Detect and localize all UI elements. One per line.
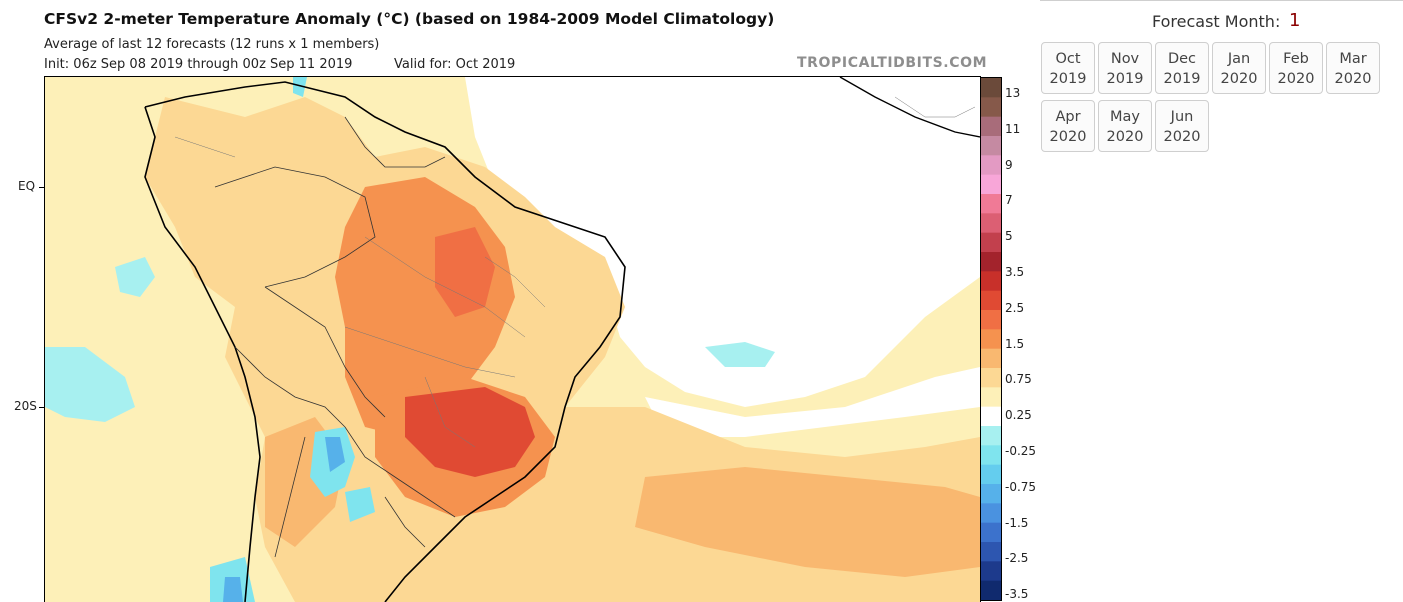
month-name: Jan xyxy=(1227,51,1251,67)
lat-label: EQ xyxy=(18,179,36,193)
colorbar-segment xyxy=(981,522,1001,543)
colorbar-segment xyxy=(981,116,1001,137)
month-year: 2020 xyxy=(1334,71,1372,87)
colorbar-label: 0.75 xyxy=(1005,372,1032,387)
colorbar-segment xyxy=(981,484,1001,504)
month-button-jan-2020[interactable]: Jan 2020 xyxy=(1212,42,1266,94)
month-name: Nov xyxy=(1110,51,1140,67)
month-button-dec-2019[interactable]: Dec 2019 xyxy=(1155,42,1209,94)
colorbar-label: 1.5 xyxy=(1005,336,1025,351)
colorbar-segment xyxy=(981,329,1001,350)
month-name: Apr xyxy=(1055,109,1081,125)
colorbar-segment xyxy=(981,387,1001,408)
colorbar-segment xyxy=(981,445,1001,466)
colorbar-label: 0.25 xyxy=(1005,408,1032,423)
colorbar-label: 5 xyxy=(1005,229,1013,244)
month-button-may-2020[interactable]: May 2020 xyxy=(1098,100,1152,152)
colorbar-label: -3.5 xyxy=(1005,587,1029,602)
colorbar-segment xyxy=(981,580,1001,600)
chart-title: CFSv2 2-meter Temperature Anomaly (°C) (… xyxy=(44,10,775,28)
colorbar-segment xyxy=(981,426,1001,446)
colorbar-segment xyxy=(981,78,1001,98)
lat-tick xyxy=(39,407,44,408)
month-button-nov-2019[interactable]: Nov 2019 xyxy=(1098,42,1152,94)
colorbar-segment xyxy=(981,252,1001,272)
lat-label: 20S xyxy=(14,399,37,413)
colorbar-label: -2.5 xyxy=(1005,551,1029,566)
month-year: 2020 xyxy=(1049,129,1087,145)
colorbar-segment xyxy=(981,213,1001,234)
month-year: 2020 xyxy=(1163,129,1201,145)
colorbar-segment xyxy=(981,290,1001,311)
month-button-apr-2020[interactable]: Apr 2020 xyxy=(1041,100,1095,152)
colorbar-segment xyxy=(981,232,1001,253)
colorbar xyxy=(980,77,1002,601)
colorbar-segment xyxy=(981,97,1001,118)
forecast-month-label: Forecast Month: xyxy=(1152,12,1281,31)
colorbar-segment xyxy=(981,310,1001,330)
colorbar-segment xyxy=(981,174,1001,195)
month-name: Oct xyxy=(1055,51,1081,67)
month-year: 2019 xyxy=(1106,71,1144,87)
colorbar-label: -1.5 xyxy=(1005,515,1029,530)
brand-watermark: TROPICALTIDBITS.COM xyxy=(797,55,988,71)
colorbar-segment xyxy=(981,348,1001,369)
colorbar-label: -0.25 xyxy=(1005,444,1037,458)
month-year: 2020 xyxy=(1277,71,1315,87)
anomaly-map xyxy=(44,76,981,602)
colorbar-segment xyxy=(981,155,1001,176)
month-year: 2020 xyxy=(1220,71,1258,87)
lat-tick xyxy=(39,187,44,188)
month-year: 2020 xyxy=(1106,129,1144,145)
colorbar-label: 9 xyxy=(1005,157,1013,172)
panel-divider xyxy=(1040,0,1403,3)
month-year: 2019 xyxy=(1163,71,1201,87)
month-button-oct-2019[interactable]: Oct 2019 xyxy=(1041,42,1095,94)
colorbar-segment xyxy=(981,136,1001,156)
month-name: Jun xyxy=(1170,109,1194,125)
month-year: 2019 xyxy=(1049,71,1087,87)
colorbar-segment xyxy=(981,542,1001,562)
colorbar-segment xyxy=(981,464,1001,485)
month-name: May xyxy=(1110,109,1140,125)
colorbar-segment xyxy=(981,561,1001,582)
month-name: Dec xyxy=(1167,51,1197,67)
colorbar-label: 7 xyxy=(1005,193,1013,208)
init-text: Init: 06z Sep 08 2019 through 00z Sep 11… xyxy=(44,57,353,72)
valid-text: Valid for: Oct 2019 xyxy=(394,57,516,72)
chart-subtitle: Average of last 12 forecasts (12 runs x … xyxy=(44,37,380,52)
colorbar-label: 13 xyxy=(1005,86,1021,100)
month-name: Feb xyxy=(1283,51,1309,67)
colorbar-label: 2.5 xyxy=(1005,300,1025,315)
colorbar-segment xyxy=(981,368,1001,388)
colorbar-label: 3.5 xyxy=(1005,265,1025,279)
month-button-feb-2020[interactable]: Feb 2020 xyxy=(1269,42,1323,94)
month-button-mar-2020[interactable]: Mar 2020 xyxy=(1326,42,1380,94)
colorbar-segment xyxy=(981,194,1001,214)
forecast-month-value: 1 xyxy=(1289,10,1301,31)
colorbar-label: 11 xyxy=(1005,121,1021,136)
colorbar-segment xyxy=(981,406,1001,427)
colorbar-label: -0.75 xyxy=(1005,479,1037,494)
colorbar-segment xyxy=(981,503,1001,524)
month-name: Mar xyxy=(1339,51,1367,67)
colorbar-segment xyxy=(981,271,1001,292)
month-button-jun-2020[interactable]: Jun 2020 xyxy=(1155,100,1209,152)
forecast-figure: CFSv2 2-meter Temperature Anomaly (°C) (… xyxy=(14,10,1037,602)
